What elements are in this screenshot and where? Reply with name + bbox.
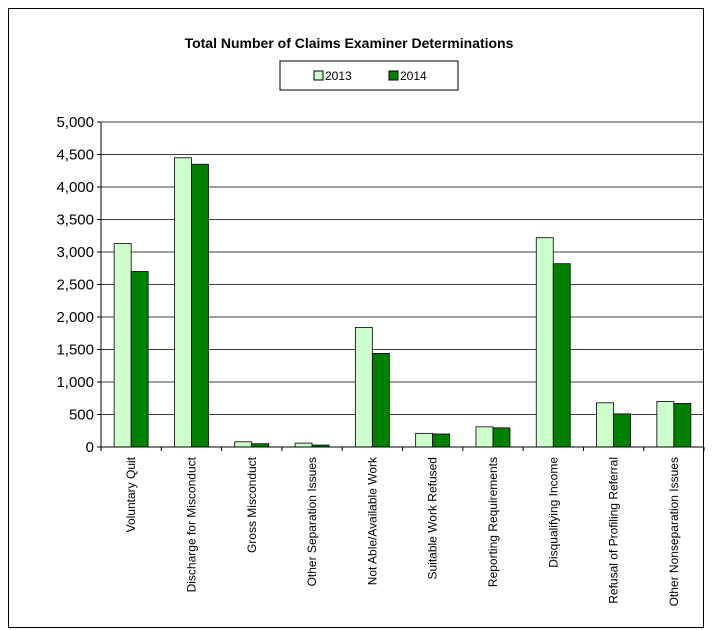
x-category-label: Voluntary Quit	[124, 456, 138, 532]
y-tick-label: 3,500	[56, 212, 94, 229]
x-category-label: Refusal of Profiling Referral	[607, 457, 621, 604]
bar-2014-disqualifying-income	[552, 263, 571, 448]
x-category-label: Other Nonseparation Issues	[667, 457, 681, 606]
y-tick-label: 2,000	[56, 309, 94, 326]
y-tick-label: 4,000	[56, 179, 94, 196]
y-tick-label: 1,500	[56, 342, 94, 359]
bar-2014-refusal-of-profiling-referral	[613, 413, 631, 448]
x-category-label: Suitable Work Refused	[426, 457, 440, 580]
legend-swatch-2013	[313, 70, 324, 81]
chart-title: Total Number of Claims Examiner Determin…	[185, 35, 514, 51]
bar-2013-other-nonseparation-issues	[656, 401, 675, 448]
y-tick-label: 1,000	[56, 374, 94, 391]
bar-2013-discharge-for-misconduct	[174, 157, 192, 448]
legend-label-2014: 2014	[400, 69, 427, 83]
y-tick-label: 5,000	[56, 114, 94, 131]
y-tick-labels: 0 500 1,000 1,500 2,000 2,500 3,000 3,500 4,000 4…	[56, 114, 94, 456]
bar-2013-voluntary-quit	[113, 243, 132, 448]
x-category-label: Discharge for Misconduct	[184, 456, 198, 592]
y-tick-label: 4,500	[56, 147, 94, 164]
bar-2014-voluntary-quit	[130, 271, 149, 448]
bar-2014-other-nonseparation-issues	[673, 403, 692, 448]
bar-2013-reporting-requirements	[475, 426, 494, 448]
legend-label-2013: 2013	[325, 69, 352, 83]
bar-2014-not-able-available-work	[371, 352, 390, 448]
bar-2014-reporting-requirements	[492, 427, 511, 448]
y-tick-label: 0	[86, 439, 94, 456]
bar-2014-suitable-work-refused	[432, 433, 451, 448]
bar-2013-not-able-available-work	[354, 326, 373, 448]
axes	[97, 121, 705, 451]
legend-swatch-2014	[388, 70, 399, 81]
bar-2013-other-separation-issues	[294, 442, 313, 448]
x-category-labels: Voluntary Quit Discharge for Misconduct Gr…	[124, 456, 681, 606]
bars	[113, 157, 692, 448]
bar-2014-discharge-for-misconduct	[191, 163, 209, 448]
x-category-label: Disqualifying Income	[546, 457, 560, 568]
bar-2013-refusal-of-profiling-referral	[596, 402, 614, 448]
bar-2013-disqualifying-income	[535, 237, 554, 448]
x-category-label: Other Separation Issues	[305, 457, 319, 586]
bar-2013-suitable-work-refused	[415, 432, 434, 448]
y-tick-label: 500	[69, 407, 94, 424]
y-tick-label: 2,500	[56, 277, 94, 294]
legend-box	[279, 60, 459, 91]
x-category-label: Gross Misconduct	[245, 456, 259, 553]
y-tick-label: 3,000	[56, 244, 94, 261]
legend: 2013 2014	[279, 60, 459, 91]
x-category-label: Reporting Requirements	[486, 457, 500, 587]
bar-2013-gross-misconduct	[234, 441, 253, 448]
x-category-label: Not Able/Available Work	[365, 456, 379, 585]
